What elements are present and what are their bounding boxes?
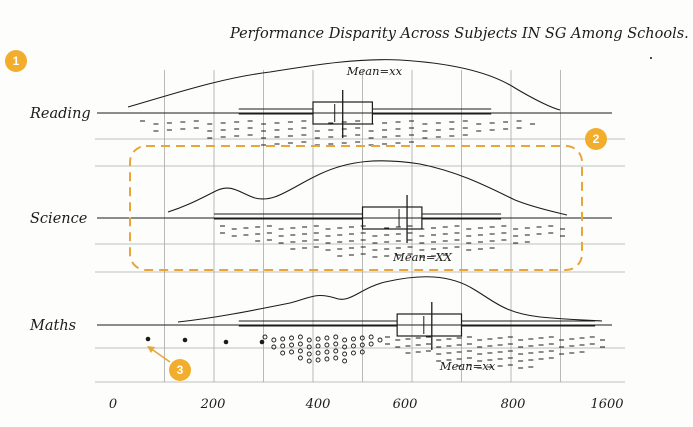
raw-data-dots [140, 120, 605, 369]
data-dot [306, 358, 312, 364]
data-dot [297, 355, 303, 361]
data-dot [359, 342, 365, 348]
data-dot [280, 336, 286, 342]
reading-density-curve [127, 59, 561, 111]
data-dot [306, 344, 312, 350]
data-dot [315, 350, 321, 356]
data-dot [368, 341, 374, 347]
data-dot [297, 348, 303, 354]
box-iqr [396, 313, 463, 337]
x-tick-label: 0 [109, 397, 117, 412]
box-iqr [361, 206, 423, 230]
data-dot [271, 344, 277, 350]
data-dot [342, 358, 348, 364]
x-tick-label: 200 [200, 397, 226, 412]
outlier-dot [182, 337, 188, 343]
badge-arrow [149, 347, 171, 363]
data-dot [324, 335, 330, 341]
data-dot [342, 351, 348, 357]
data-dot [306, 351, 312, 357]
category-label: Reading [29, 106, 91, 122]
density-curves [127, 59, 603, 323]
category-label: Maths [29, 318, 76, 334]
badge-2: 2 [585, 128, 607, 150]
data-dot [306, 337, 312, 343]
data-dot [289, 342, 294, 348]
badge-arrowhead [147, 346, 155, 353]
box-plots [97, 90, 612, 350]
outlier-dot [145, 336, 151, 342]
outlier-dot [223, 339, 229, 345]
data-dot [289, 349, 294, 355]
x-tick-label: 400 [305, 397, 331, 412]
data-dot [262, 334, 268, 340]
data-dot [271, 337, 277, 343]
data-dot [280, 343, 286, 349]
mean-label: Mean=XX [392, 250, 453, 264]
badge-3: 3 [169, 359, 191, 381]
data-dot [324, 342, 330, 348]
highlight-rectangle [129, 145, 583, 271]
data-dot [333, 348, 339, 354]
data-dot [342, 337, 348, 343]
data-dot [368, 334, 374, 340]
data-dot [333, 334, 339, 340]
data-dot [342, 344, 348, 350]
data-dot [324, 356, 330, 362]
data-dot [351, 343, 356, 349]
data-dot [351, 350, 356, 356]
mean-label: Mean=xx [439, 359, 496, 373]
grid-lines [95, 70, 625, 383]
mean-label: Mean=xx [346, 64, 403, 78]
maths-density-curve [177, 276, 603, 323]
science-density-curve [167, 160, 568, 216]
data-dot [315, 336, 321, 342]
category-label: Science [30, 211, 87, 227]
x-tick-label: 800 [501, 397, 526, 412]
data-dot [280, 350, 286, 356]
data-dot [359, 335, 365, 341]
data-dot [315, 343, 321, 349]
chart-title: Performance Disparity Across Subjects IN… [229, 26, 689, 42]
badge-1: 1 [5, 50, 27, 72]
data-dot [351, 336, 356, 342]
x-tick-label: 600 [393, 397, 418, 412]
science-highlight-box [129, 145, 583, 363]
data-dot [333, 355, 339, 361]
data-dot [359, 349, 365, 355]
category-labels: Mean=xx Reading Mean=XX Science Mean=xx Maths [29, 64, 496, 373]
data-dot [333, 341, 339, 347]
data-dot [297, 341, 303, 347]
x-axis-ticks: 0 200 400 600 800 1600 [109, 397, 624, 412]
outlier-dot [259, 339, 265, 345]
data-dot [377, 337, 383, 343]
data-dot [315, 357, 321, 363]
data-dot [289, 335, 294, 341]
x-tick-label: 1600 [590, 397, 623, 412]
data-dot [297, 334, 303, 340]
data-dot [324, 349, 330, 355]
